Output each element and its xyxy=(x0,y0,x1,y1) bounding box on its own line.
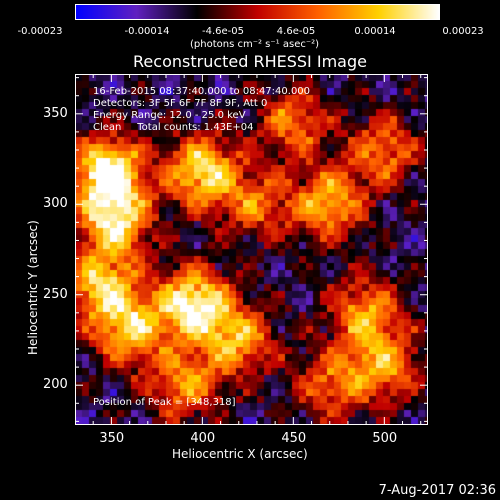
plot-area xyxy=(75,74,428,425)
colorbar-unit: (photons cm⁻² s⁻¹ asec⁻²) xyxy=(190,39,320,50)
y-tick-label: 300 xyxy=(43,196,68,212)
x-tick-label: 450 xyxy=(281,431,307,446)
peak-position: Position of Peak = [348,318] xyxy=(93,397,236,408)
y-tick-label: 350 xyxy=(43,105,68,121)
y-tick-label: 200 xyxy=(43,377,68,393)
x-tick-label: 500 xyxy=(372,431,398,446)
x-axis-label: Heliocentric X (arcsec) xyxy=(172,447,308,461)
x-tick-label: 400 xyxy=(190,431,216,446)
info-total-counts: Clean Total counts: 1.43E+04 xyxy=(93,122,254,133)
colorbar xyxy=(75,4,440,20)
chart-title: Reconstructed RHESSI Image xyxy=(133,52,367,71)
colorbar-tick: 0.00014 xyxy=(354,26,396,37)
colorbar-tick: -4.6e-05 xyxy=(202,26,244,37)
info-time-range: 16-Feb-2015 08:37:40.000 to 08:47:40.000 xyxy=(93,86,311,97)
x-tick-label: 350 xyxy=(99,431,125,446)
info-detectors: Detectors: 3F 5F 6F 7F 8F 9F, Att 0 xyxy=(93,98,268,109)
colorbar-tick: 4.6e-05 xyxy=(276,26,316,37)
timestamp-footer: 7-Aug-2017 02:36 xyxy=(378,483,496,498)
colorbar-tick: 0.00023 xyxy=(442,26,484,37)
info-energy-range: Energy Range: 12.0 - 25.0 keV xyxy=(93,110,246,121)
colorbar-tick: -0.00014 xyxy=(124,26,170,37)
colorbar-tick: -0.00023 xyxy=(17,26,63,37)
y-axis-label: Heliocentric Y (arcsec) xyxy=(26,220,40,355)
heatmap xyxy=(75,74,428,425)
y-tick-label: 250 xyxy=(43,286,68,302)
